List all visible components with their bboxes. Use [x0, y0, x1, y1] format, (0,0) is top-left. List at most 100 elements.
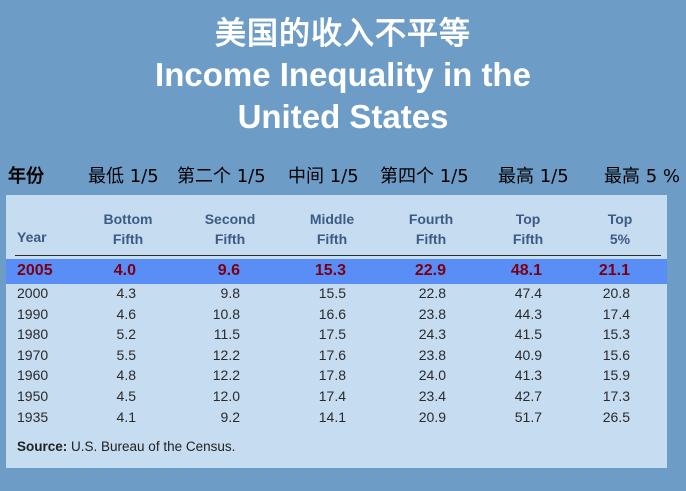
row-value: 12.2	[212, 367, 240, 384]
column-header-line: Fifth	[512, 231, 544, 247]
row-value: 4.0	[113, 262, 136, 279]
column-header-year: Year	[17, 229, 47, 245]
table-row: 2000 4.3 9.8 15.5 22.8 47.4 20.8	[6, 285, 667, 305]
row-value: 41.5	[514, 326, 542, 343]
row-value: 4.1	[116, 408, 136, 425]
row-value: 15.9	[602, 367, 630, 384]
row-value: 15.3	[314, 262, 346, 279]
row-value: 22.8	[418, 285, 446, 301]
row-value: 20.8	[602, 285, 630, 301]
column-header-middle-fifth: Middle Fifth	[298, 209, 366, 249]
row-value: 5.5	[116, 346, 136, 363]
row-value: 17.6	[318, 346, 346, 363]
row-value: 51.7	[514, 408, 542, 425]
table-row: 1980 5.2 11.5 17.5 24.3 41.5 15.3	[6, 326, 667, 346]
row-year: 1950	[17, 388, 49, 404]
row-value: 47.4	[514, 285, 542, 301]
column-header-top-fifth: Top Fifth	[494, 209, 562, 249]
row-value: 16.6	[318, 305, 346, 322]
row-value: 40.9	[514, 346, 542, 363]
row-value: 5.2	[116, 326, 136, 343]
row-year: 1935	[17, 408, 49, 425]
column-header-top-5-percent: Top 5%	[586, 209, 654, 249]
row-value: 20.9	[418, 408, 446, 425]
row-value: 22.9	[414, 262, 446, 279]
table-row: 1960 4.8 12.2 17.8 24.0 41.3 15.9	[6, 367, 667, 387]
row-value: 17.8	[318, 367, 346, 384]
row-value: 17.4	[602, 305, 630, 322]
column-header-line: Bottom	[103, 211, 153, 227]
cn-header-middle-fifth: 中间 1/5	[288, 166, 359, 187]
page-title-chinese: 美国的收入不平等	[215, 16, 471, 52]
source-note: Source: U.S. Bureau of the Census.	[17, 439, 235, 454]
column-header-line: Fifth	[415, 231, 447, 247]
table-row: 1970 5.5 12.2 17.6 23.8 40.9 15.6	[6, 347, 667, 367]
column-header-fourth-fifth: Fourth Fifth	[397, 209, 465, 249]
row-value: 4.8	[116, 367, 136, 384]
row-year: 1980	[17, 326, 49, 343]
source-label: Source:	[17, 439, 68, 454]
row-value: 15.3	[602, 326, 630, 343]
row-value: 41.3	[514, 367, 542, 384]
row-value: 4.5	[116, 388, 136, 404]
row-value: 9.8	[220, 285, 240, 301]
row-value: 4.6	[116, 305, 136, 322]
row-value: 23.4	[418, 388, 446, 404]
row-value: 10.8	[212, 305, 240, 322]
column-header-line: Top	[607, 211, 633, 227]
header-divider	[15, 255, 661, 256]
cn-header-bottom-fifth: 最低 1/5	[88, 166, 159, 187]
row-value: 26.5	[602, 408, 630, 425]
column-header-bottom-fifth: Bottom Fifth	[94, 209, 162, 249]
row-value: 11.5	[213, 326, 240, 343]
row-year: 1990	[17, 305, 49, 322]
cn-header-fourth-fifth: 第四个 1/5	[380, 166, 469, 187]
cn-header-top-5-percent: 最高 5 %	[604, 166, 680, 187]
row-year: 1970	[17, 346, 49, 363]
row-value: 21.1	[598, 262, 630, 279]
row-value: 24.0	[418, 367, 446, 384]
row-year: 1960	[17, 367, 49, 384]
source-text: U.S. Bureau of the Census.	[67, 439, 236, 454]
row-value: 17.3	[602, 388, 630, 404]
table-row: 1935 4.1 9.2 14.1 20.9 51.7 26.5	[6, 409, 667, 429]
column-header-second-fifth: Second Fifth	[196, 209, 264, 249]
column-header-line: Fifth	[214, 231, 246, 247]
row-value: 14.1	[318, 408, 346, 425]
row-value: 9.2	[220, 408, 240, 425]
row-value: 23.8	[418, 305, 446, 322]
row-value: 4.3	[116, 285, 136, 301]
column-header-line: Second	[204, 211, 256, 227]
row-value: 17.4	[318, 388, 346, 404]
data-table-panel: Year Bottom Fifth Second Fifth Middle Fi…	[6, 195, 667, 468]
row-value: 12.2	[212, 346, 240, 363]
title-line-2: United States	[237, 98, 449, 135]
page-title-english: Income Inequality in the United States	[0, 54, 686, 138]
column-header-line: Top	[515, 211, 541, 227]
cn-header-year: 年份	[8, 166, 44, 187]
column-header-line: Fifth	[112, 231, 144, 247]
row-value: 12.0	[212, 388, 240, 404]
column-header-line: Fourth	[408, 211, 454, 227]
column-header-line: Fifth	[316, 231, 348, 247]
row-value: 48.1	[510, 262, 542, 279]
table-row: 2005 4.0 9.6 15.3 22.9 48.1 21.1	[6, 262, 667, 282]
cn-header-second-fifth: 第二个 1/5	[177, 166, 266, 187]
column-header-line: Middle	[309, 211, 355, 227]
table-row: 1990 4.6 10.8 16.6 23.8 44.3 17.4	[6, 306, 667, 326]
row-year: 2005	[17, 262, 53, 279]
table-row: 1950 4.5 12.0 17.4 23.4 42.7 17.3	[6, 388, 667, 408]
row-value: 9.6	[217, 262, 240, 279]
row-value: 23.8	[418, 346, 446, 363]
column-header-line: 5%	[609, 231, 631, 247]
row-value: 15.6	[602, 346, 630, 363]
row-value: 17.5	[318, 326, 346, 343]
row-value: 15.5	[318, 285, 346, 301]
cn-header-top-fifth: 最高 1/5	[498, 166, 569, 187]
row-value: 42.7	[514, 388, 542, 404]
title-line-1: Income Inequality in the	[155, 56, 531, 93]
row-value: 24.3	[418, 326, 446, 343]
highlight-row-background	[6, 259, 667, 284]
row-value: 44.3	[514, 305, 542, 322]
row-year: 2000	[17, 285, 49, 301]
